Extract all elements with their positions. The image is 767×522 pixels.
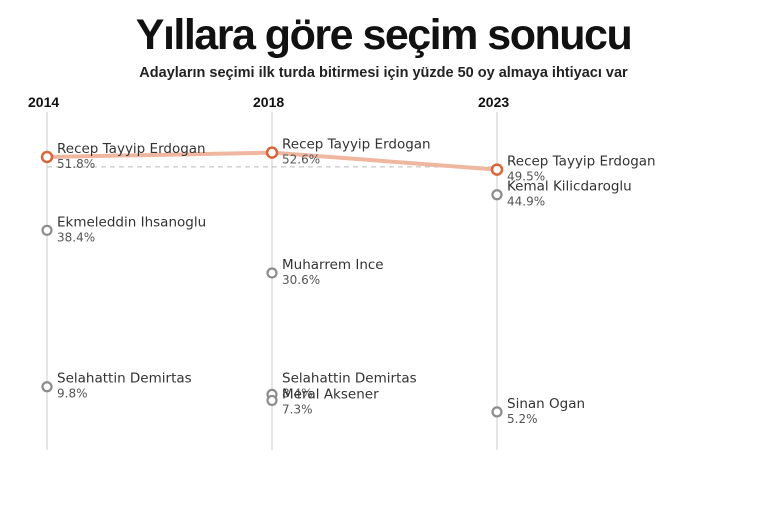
label-name-kemal-kilicdaroglu-2023: Kemal Kilicdaroglu (507, 179, 632, 195)
point-meral-aksener-2018 (266, 394, 278, 407)
point-selahattin-demirtas-2014 (41, 381, 53, 393)
label-name-selahattin-demirtas-2018: Selahattin Demirtas (282, 370, 417, 386)
label-value-kemal-kilicdaroglu-2023: 44.9% (507, 195, 545, 209)
label-value-meral-aksener-2018: 7.3% (282, 402, 313, 416)
chart-title: Yıllara göre seçim sonucu (135, 11, 633, 59)
label-name-muharrem-ince-2018: Muharrem Ince (282, 257, 384, 273)
label-value-selahattin-demirtas-2018: 8.4% (282, 386, 313, 400)
label-value-recep-tayyip-erdogan-2023: 49.5% (507, 170, 545, 184)
point-recep-tayyip-erdogan-2014 (40, 150, 54, 164)
chart-subtitle: Adayların seçimi ilk turda bitirmesi içi… (139, 65, 628, 81)
point-sinan-ogan-2023 (491, 406, 503, 418)
point-ekmeleddin-ihsanoglu-2014 (41, 224, 53, 236)
label-value-sinan-ogan-2023: 5.2% (507, 412, 538, 426)
year-label-2014: 2014 (28, 94, 59, 110)
label-value-selahattin-demirtas-2014: 9.8% (57, 387, 88, 401)
year-label-2023: 2023 (478, 94, 509, 110)
point-kemal-kilicdaroglu-2023 (491, 189, 503, 201)
year-label-2018: 2018 (253, 94, 284, 110)
label-name-meral-aksener-2018: Meral Aksener (282, 386, 379, 402)
point-muharrem-ince-2018 (266, 267, 278, 279)
point-recep-tayyip-erdogan-2018 (265, 146, 279, 159)
label-value-recep-tayyip-erdogan-2014: 51.8% (57, 157, 95, 171)
label-name-recep-tayyip-erdogan-2014: Recep Tayyip Erdogan (57, 141, 206, 157)
point-recep-tayyip-erdogan-2023 (490, 163, 504, 176)
label-value-recep-tayyip-erdogan-2018: 52.6% (282, 153, 320, 167)
label-name-recep-tayyip-erdogan-2018: Recep Tayyip Erdogan (282, 137, 431, 153)
label-name-sinan-ogan-2023: Sinan Ogan (507, 396, 585, 412)
label-value-ekmeleddin-ihsanoglu-2014: 38.4% (57, 230, 95, 244)
label-name-ekmeleddin-ihsanoglu-2014: Ekmeleddin Ihsanoglu (57, 214, 206, 230)
label-name-recep-tayyip-erdogan-2023: Recep Tayyip Erdogan (507, 154, 656, 170)
label-name-selahattin-demirtas-2014: Selahattin Demirtas (57, 371, 192, 387)
label-value-muharrem-ince-2018: 30.6% (282, 273, 320, 287)
